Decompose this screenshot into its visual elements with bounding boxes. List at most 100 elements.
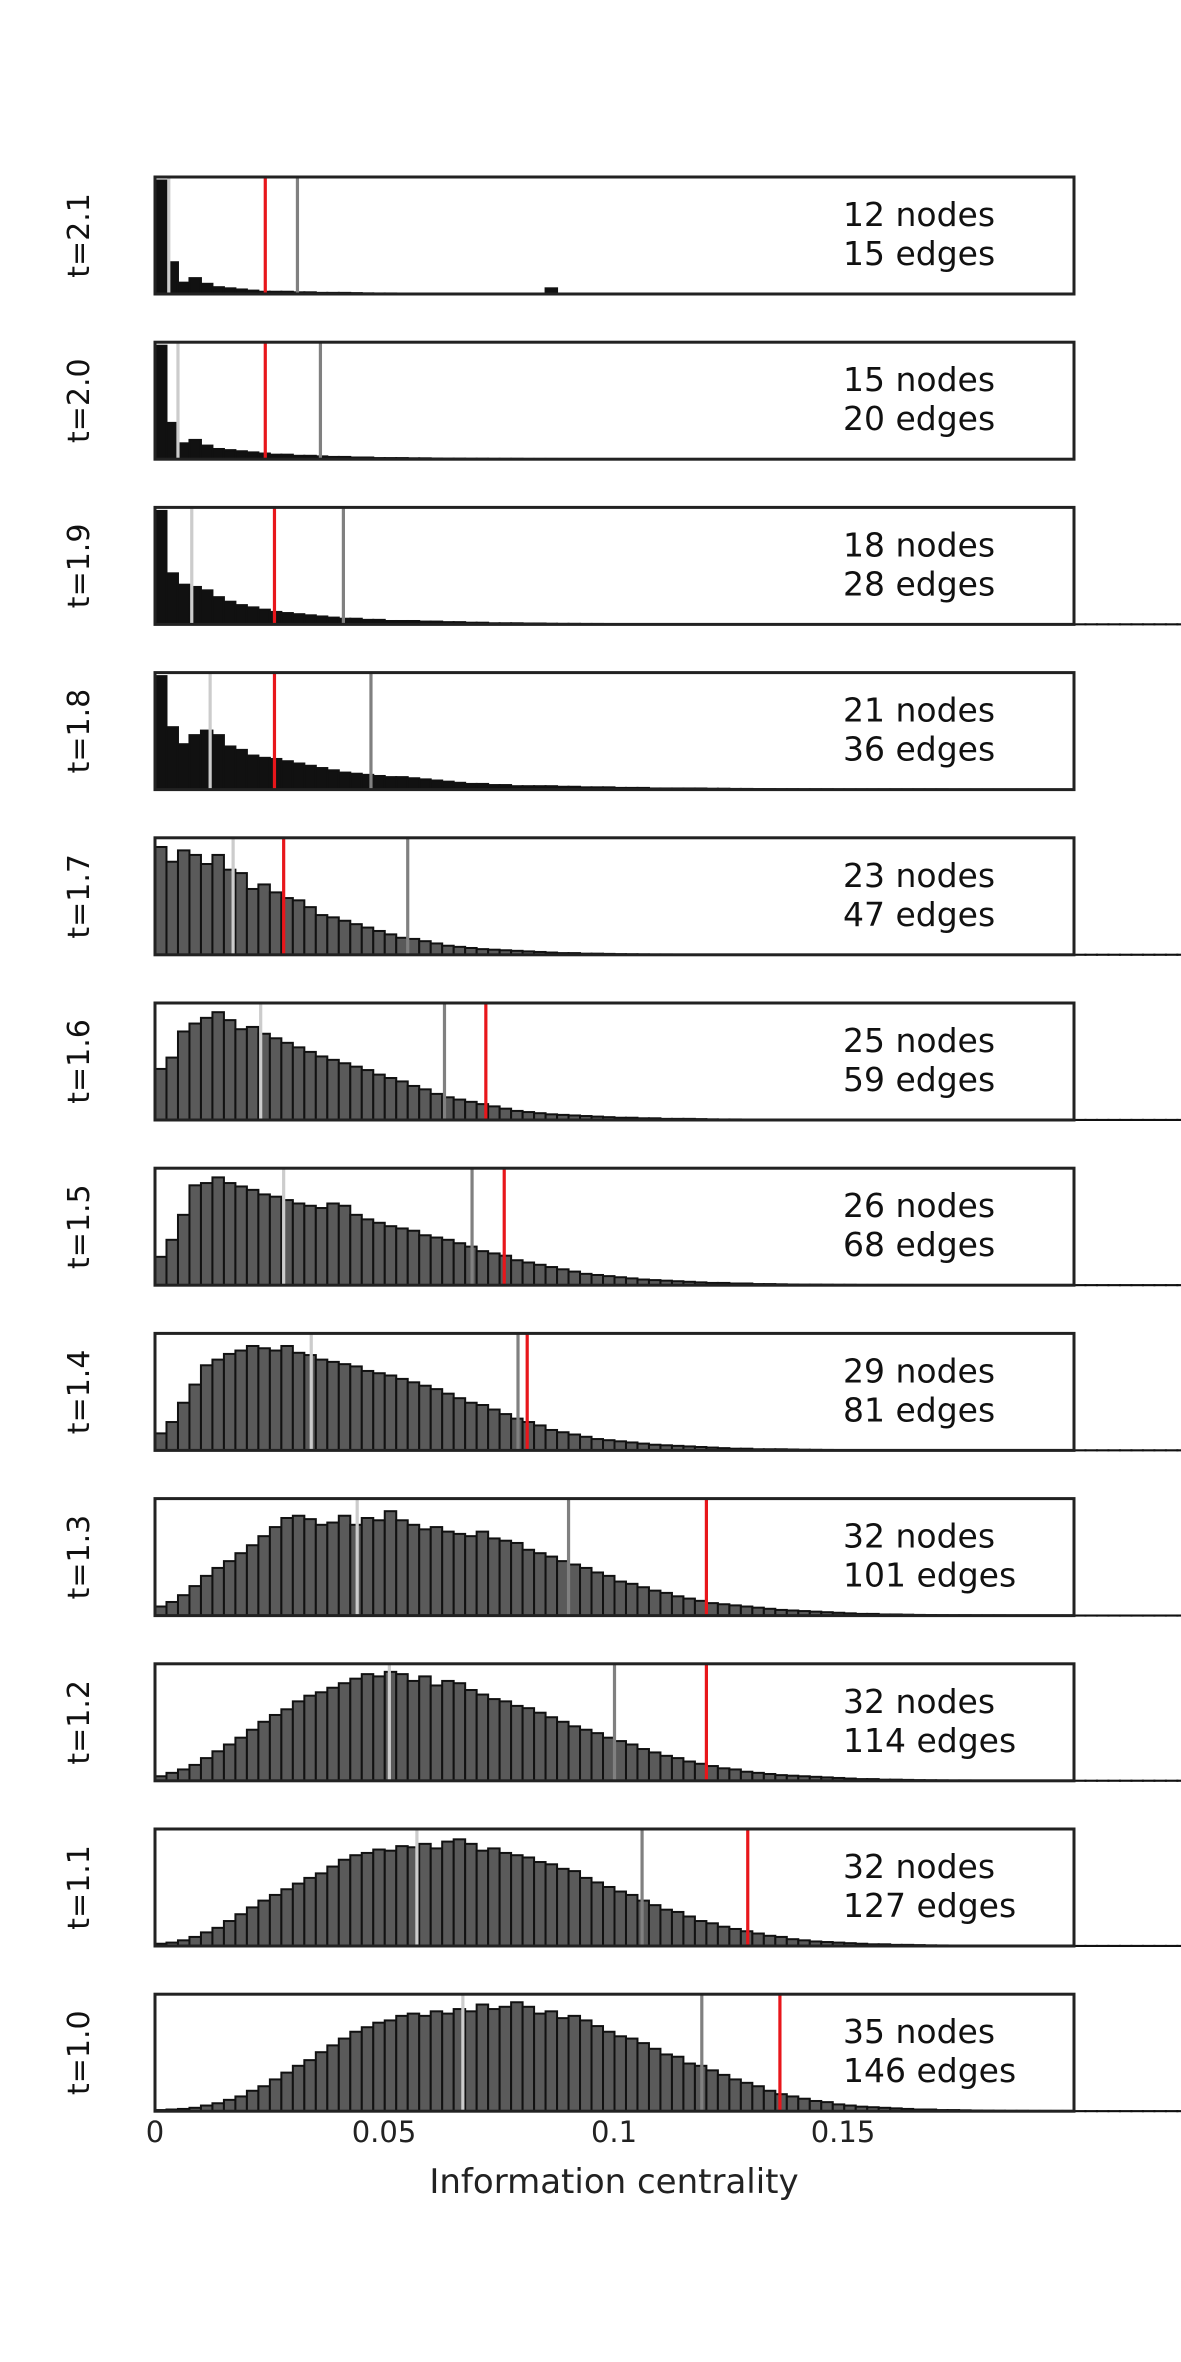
histogram-bar bbox=[291, 1514, 306, 1617]
panel-frame bbox=[153, 671, 1076, 792]
histogram-bar bbox=[268, 1037, 283, 1122]
histogram-bar bbox=[556, 1720, 570, 1782]
histogram-bar bbox=[154, 179, 168, 295]
histogram-bar bbox=[165, 1600, 179, 1617]
histogram-bar bbox=[234, 748, 248, 791]
histogram-bar bbox=[452, 1838, 467, 1948]
histogram-bar bbox=[165, 1238, 179, 1287]
histogram-bar bbox=[590, 1732, 605, 1782]
histogram-bar bbox=[728, 1768, 742, 1782]
histogram-bar bbox=[510, 1259, 524, 1287]
histogram-bar bbox=[602, 1885, 616, 1948]
histogram-bar bbox=[533, 2012, 547, 2113]
histogram-bar bbox=[291, 1700, 306, 1782]
histogram-bar bbox=[510, 2001, 524, 2113]
histogram-bar bbox=[314, 1055, 329, 1121]
histogram-bar bbox=[498, 1539, 513, 1617]
panel-frame bbox=[153, 175, 1076, 296]
histogram-bar bbox=[337, 2037, 352, 2113]
histogram-bar bbox=[234, 1552, 248, 1617]
histogram-bar bbox=[590, 2025, 605, 2113]
histogram-bar bbox=[567, 1433, 582, 1452]
histogram-bar bbox=[268, 1349, 283, 1452]
histogram-bar bbox=[487, 2008, 501, 2113]
histogram-bar bbox=[647, 1589, 662, 1617]
histogram-bar bbox=[245, 887, 260, 956]
histogram-bar bbox=[291, 2064, 306, 2113]
histogram-bar bbox=[291, 1202, 306, 1287]
histogram-bar bbox=[360, 926, 375, 956]
histogram-bar bbox=[487, 1847, 501, 1947]
histogram-bar bbox=[222, 600, 237, 626]
histogram-bar bbox=[556, 1431, 570, 1452]
histogram-bar bbox=[693, 1920, 708, 1948]
x-tick-label: 0.1 bbox=[591, 2115, 637, 2149]
histogram-bar bbox=[222, 1743, 237, 1782]
histogram-bar bbox=[659, 1591, 673, 1617]
histogram-bar bbox=[464, 1535, 478, 1617]
histogram-bar bbox=[406, 1229, 421, 1287]
histogram-bar bbox=[716, 1767, 731, 1782]
histogram-bar bbox=[303, 1204, 317, 1287]
histogram-bar bbox=[291, 613, 306, 626]
histogram-bar bbox=[533, 1861, 547, 1948]
histogram-bar bbox=[429, 1847, 444, 1947]
edges-count-label: 68 edges bbox=[843, 1225, 995, 1264]
histogram-bar bbox=[418, 778, 432, 791]
histogram-bar bbox=[314, 1207, 329, 1287]
histogram-bar bbox=[199, 1574, 214, 1617]
histogram-bar bbox=[441, 2012, 455, 2113]
panel-frame bbox=[153, 1166, 1076, 1287]
histogram-bar bbox=[670, 1757, 685, 1782]
panel-time-label: t=1.1 bbox=[62, 1845, 97, 1930]
histogram-bar bbox=[785, 2095, 800, 2113]
histogram-bar bbox=[349, 1854, 363, 1948]
histogram-bar bbox=[268, 891, 283, 956]
histogram-bar bbox=[670, 1910, 685, 1948]
histogram-bar bbox=[176, 1401, 191, 1452]
x-tick-label: 0.15 bbox=[811, 2115, 876, 2149]
histogram-bar bbox=[303, 764, 317, 791]
histogram-bar bbox=[211, 1750, 225, 1782]
histogram-bar bbox=[533, 1711, 547, 1782]
edges-count-label: 114 edges bbox=[843, 1721, 1016, 1760]
histogram-bar bbox=[188, 853, 202, 956]
nodes-count-label: 12 nodes bbox=[843, 195, 995, 234]
histogram-bar bbox=[349, 2030, 363, 2113]
panel-time-label: t=1.5 bbox=[62, 1184, 97, 1269]
histogram-bar bbox=[383, 776, 398, 791]
histogram-bar bbox=[682, 1597, 696, 1617]
histogram-bar bbox=[395, 1673, 409, 1782]
histogram-bar bbox=[406, 1084, 421, 1122]
histogram-bar bbox=[452, 1532, 467, 1617]
histogram-bar bbox=[579, 1566, 593, 1617]
histogram-bar bbox=[188, 1383, 202, 1452]
histogram-bar bbox=[383, 1077, 398, 1121]
histogram-bar bbox=[464, 1100, 478, 1121]
histogram-bar bbox=[418, 1384, 432, 1452]
nodes-count-label: 35 nodes bbox=[843, 2012, 995, 2051]
histogram-bar bbox=[199, 1016, 214, 1122]
histogram-bar bbox=[360, 1673, 375, 1782]
histogram-bar bbox=[222, 1019, 237, 1121]
histogram-bar bbox=[326, 1058, 340, 1122]
histogram-bar bbox=[590, 1571, 605, 1617]
histogram-bar bbox=[337, 1682, 352, 1782]
histogram-bar bbox=[579, 1272, 593, 1287]
histogram-bar bbox=[257, 1899, 271, 1948]
histogram-bar bbox=[211, 734, 225, 791]
histogram-bar bbox=[211, 596, 225, 626]
histogram-bar bbox=[705, 1765, 719, 1782]
histogram-bar bbox=[406, 1523, 421, 1617]
histogram-bar bbox=[234, 872, 248, 956]
histogram-bar bbox=[314, 1872, 329, 1948]
histogram-bar bbox=[567, 1270, 582, 1287]
histogram-bar bbox=[636, 1748, 650, 1782]
histogram-bar bbox=[280, 1888, 294, 1948]
histogram-bar bbox=[716, 2073, 731, 2113]
panel-time-label: t=1.7 bbox=[62, 854, 97, 939]
histogram-bar bbox=[154, 1067, 168, 1121]
panel-time-label: t=1.9 bbox=[62, 524, 97, 609]
